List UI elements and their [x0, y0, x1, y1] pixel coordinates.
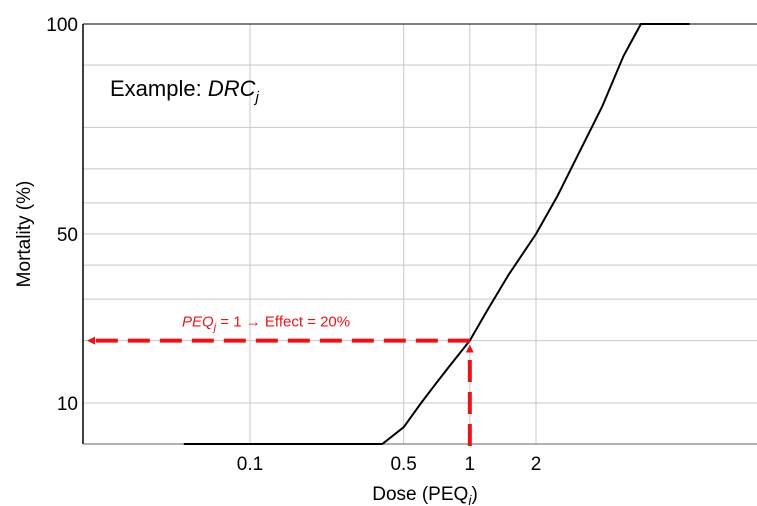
- x-tick-label: 0.1: [237, 454, 263, 475]
- y-axis-label: Mortality (%): [14, 181, 35, 288]
- x-tick-label: 2: [531, 454, 542, 475]
- x-axis-label-close: ): [471, 484, 477, 505]
- inset-label-sub: j: [254, 89, 260, 106]
- inset-label: Example: DRCj: [110, 76, 260, 106]
- series-group: [183, 23, 690, 445]
- x-axis-label-sub: i: [468, 492, 472, 506]
- x-tick-label: 1: [465, 454, 476, 475]
- annotation-group: PEQj = 1 → Effect = 20%: [87, 314, 474, 446]
- annotation-text: PEQj = 1 → Effect = 20%: [182, 314, 350, 334]
- annotation-text-rest: = 1 → Effect = 20%: [216, 314, 350, 331]
- tick-labels: 0.1 0.5 1 2 10 50 100: [46, 15, 541, 475]
- dose-response-curve: [183, 23, 690, 445]
- y-tick-label: 10: [57, 394, 78, 415]
- x-axis-label-main: Dose (PEQ: [372, 484, 468, 505]
- x-axis-label: Dose (PEQi): [372, 484, 478, 506]
- x-tick-label: 0.5: [390, 454, 416, 475]
- inset-label-prefix: Example:: [110, 76, 208, 101]
- annotation-text-sub: j: [212, 322, 217, 334]
- inset-label-italic: DRC: [208, 76, 256, 101]
- y-tick-label: 100: [46, 15, 78, 36]
- y-tick-label: 50: [57, 225, 78, 246]
- annotation-text-var: PEQ: [182, 314, 214, 331]
